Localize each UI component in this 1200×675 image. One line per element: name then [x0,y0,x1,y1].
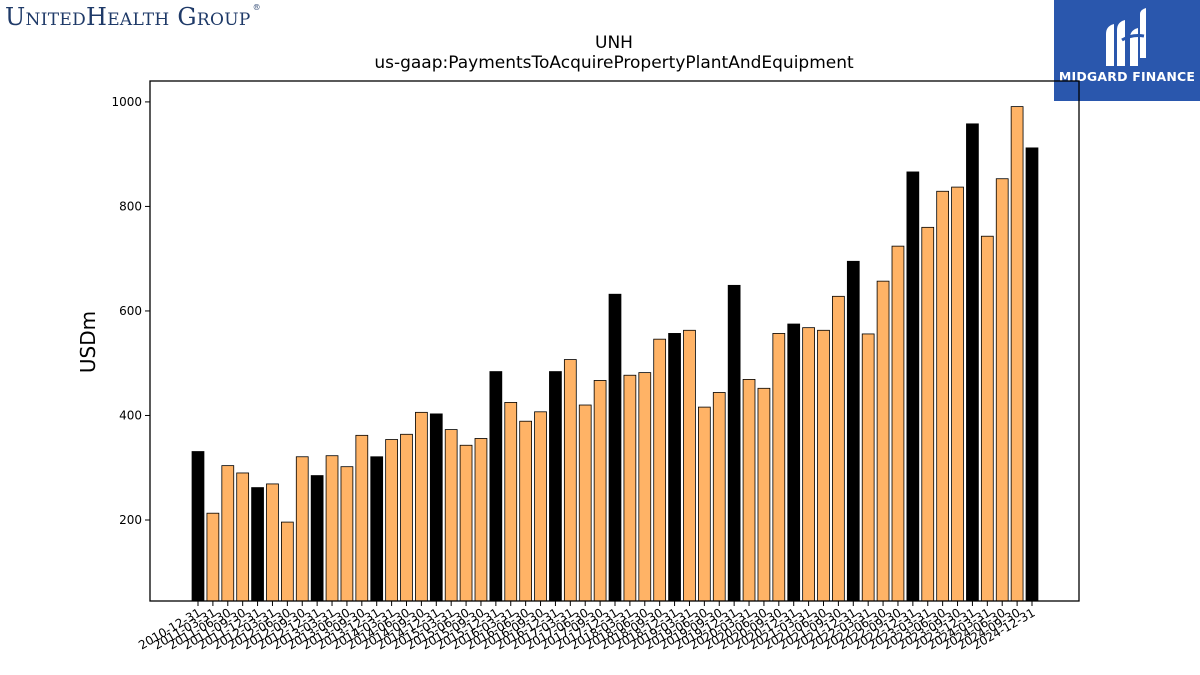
bar-2011-03-31 [206,512,220,602]
bar-2016-03-31 [504,402,518,602]
bar-2024-12-31 [1025,147,1039,602]
bar-2015-03-31 [444,429,458,602]
bar-2021-12-31 [846,260,860,602]
bar-2012-09-30 [295,456,309,602]
bar-2023-09-30 [951,186,964,602]
bar-2018-03-31 [623,374,637,602]
bar-2017-06-30 [578,404,592,602]
bar-2017-03-31 [563,359,577,602]
bar-2023-12-31 [966,123,979,602]
chart-subtitle: us-gaap:PaymentsToAcquirePropertyPlantAn… [374,53,854,73]
bar-2013-09-30 [355,434,369,602]
bar-2017-09-30 [593,380,607,602]
bar-2022-09-30 [891,245,905,602]
bar-2020-09-30 [772,333,786,602]
bar-2023-03-31 [921,226,935,602]
bar-2010-12-31 [191,451,205,602]
bar-2021-09-30 [832,295,845,602]
bar-2019-03-31 [683,329,696,602]
bar-2012-06-30 [280,521,294,602]
bar-2022-06-30 [876,280,890,602]
bar-2012-12-31 [310,475,324,602]
bar-2024-09-30 [1010,106,1024,602]
bar-2013-06-30 [340,466,354,602]
bar-2019-12-31 [727,284,741,602]
bar-2021-03-31 [802,327,815,602]
registered-mark: ® [252,3,261,12]
bar-2019-09-30 [712,392,726,602]
plot-frame [149,80,1080,602]
y-tick-label: 600 [119,304,142,318]
bar-2015-06-30 [459,444,473,602]
bar-2018-06-30 [638,372,652,602]
bar-2013-12-31 [370,456,384,602]
bar-2021-06-30 [817,329,830,602]
bar-2020-03-31 [742,379,756,602]
bar-2013-03-31 [325,455,339,602]
x-axis: 2010-12-312011-03-312011-06-302011-09-30… [136,601,1038,652]
y-tick-label: 200 [119,513,142,527]
bar-2011-06-30 [221,465,235,602]
bar-2016-12-31 [549,371,562,602]
bar-2018-09-30 [653,338,667,602]
bar-2012-03-31 [266,483,279,602]
bar-2011-12-31 [251,487,264,602]
bar-2016-09-30 [534,411,547,602]
y-axis: 200 400 600 800 1000 [111,95,150,527]
bar-2014-09-30 [415,411,428,602]
unitedhealth-group-logo: UnitedHealth Group ® [5,3,261,31]
y-tick-label: 400 [119,408,142,422]
bar-2019-06-30 [698,406,711,602]
bar-2011-09-30 [236,472,250,602]
bar-2015-09-30 [474,438,488,602]
bar-2020-06-30 [757,387,771,602]
bars-group [191,106,1039,602]
y-axis-label: USDm [76,311,100,373]
bar-2018-12-31 [668,333,681,602]
bar-2017-12-31 [608,293,622,602]
bar-2022-03-31 [861,333,875,602]
midgard-finance-logo: MIDGARD FINANCE [1054,0,1200,101]
bar-2023-06-30 [936,190,950,602]
bar-2024-06-30 [995,178,1009,602]
unitedhealth-logo-text: UnitedHealth Group [5,3,251,31]
bar-2016-06-30 [519,420,533,602]
bar-2024-03-31 [980,235,994,602]
midgard-mh-icon [1106,8,1146,66]
bar-2014-06-30 [400,433,413,602]
bar-2014-03-31 [385,439,398,602]
bar-2014-12-31 [429,413,443,602]
y-tick-label: 1000 [111,95,142,109]
bar-2022-12-31 [906,171,920,602]
bar-2015-12-31 [489,371,503,602]
y-tick-label: 800 [119,199,142,213]
midgard-finance-label: MIDGARD FINANCE [1058,69,1196,84]
bar-2020-12-31 [787,323,801,602]
chart-title: UNH [595,33,633,53]
